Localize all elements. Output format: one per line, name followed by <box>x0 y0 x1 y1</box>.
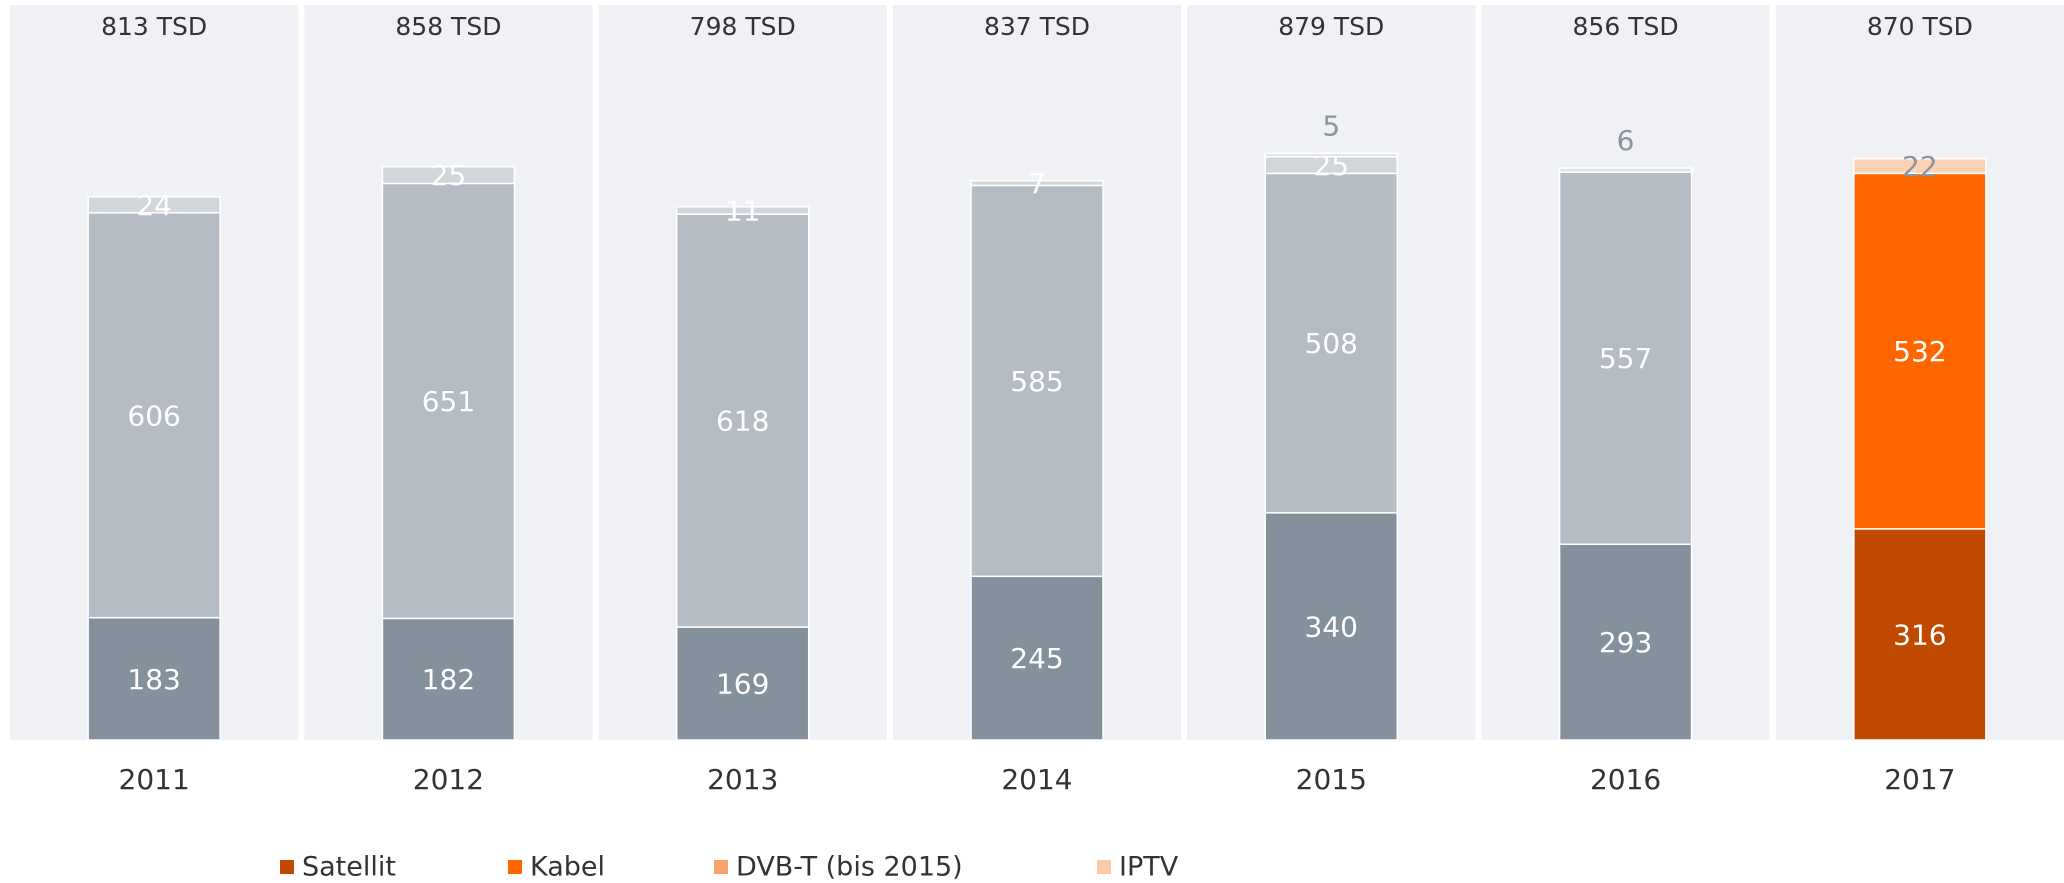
x-tick-label: 2012 <box>413 763 484 796</box>
bar-segment <box>1558 171 1693 545</box>
bar-segment <box>1558 543 1693 741</box>
value-label: 532 <box>1893 335 1946 368</box>
value-label: 6 <box>1617 124 1635 157</box>
bar-segment <box>1853 172 1987 530</box>
value-label: 508 <box>1305 327 1358 360</box>
value-label: 618 <box>716 405 769 438</box>
total-label: 813 TSD <box>101 12 207 41</box>
bar-segment <box>970 184 1104 578</box>
x-tick-label: 2011 <box>119 763 190 796</box>
bar-segment <box>1853 528 1987 741</box>
value-label: 182 <box>422 663 475 696</box>
value-label: 651 <box>422 385 475 418</box>
bar-segment <box>1853 157 1987 175</box>
bar-segment <box>970 575 1104 741</box>
legend-swatch <box>714 860 728 874</box>
bar-segment <box>675 213 810 628</box>
bar-segment <box>675 626 810 741</box>
value-label: 585 <box>1010 365 1063 398</box>
total-label: 856 TSD <box>1573 12 1679 41</box>
value-label: 11 <box>725 194 761 227</box>
x-tick-label: 2013 <box>707 763 778 796</box>
x-tick-label: 2015 <box>1296 763 1367 796</box>
value-label: 293 <box>1599 626 1652 659</box>
bar-segment <box>381 182 516 620</box>
bar-segment <box>87 616 221 741</box>
total-label: 879 TSD <box>1278 12 1384 41</box>
value-label: 245 <box>1010 642 1063 675</box>
value-label: 183 <box>127 663 180 696</box>
value-label: 340 <box>1305 610 1358 643</box>
value-label: 606 <box>127 399 180 432</box>
bar-segment <box>87 196 221 214</box>
x-tick-label: 2017 <box>1884 763 1955 796</box>
legend-swatch <box>508 860 522 874</box>
x-tick-label: 2014 <box>1001 763 1072 796</box>
total-label: 870 TSD <box>1867 12 1973 41</box>
legend-swatch <box>1097 860 1111 874</box>
legend-label: Satellit <box>302 852 396 883</box>
bar-segment <box>381 165 516 185</box>
bar-segment <box>1558 167 1693 173</box>
value-label: 25 <box>431 159 467 192</box>
value-label: 557 <box>1599 342 1652 375</box>
x-tick-label: 2016 <box>1590 763 1661 796</box>
value-label: 24 <box>136 189 172 222</box>
value-label: 316 <box>1893 618 1946 651</box>
legend-label: Kabel <box>530 852 605 883</box>
total-label: 858 TSD <box>395 12 501 41</box>
legend-label: IPTV <box>1119 852 1179 883</box>
bar-segment <box>381 617 516 741</box>
bar-segment <box>970 179 1104 187</box>
legend-swatch <box>280 860 294 874</box>
value-label: 22 <box>1902 150 1938 183</box>
total-label: 798 TSD <box>690 12 796 41</box>
bar-segment <box>1264 152 1399 158</box>
value-label: 7 <box>1028 167 1046 200</box>
value-label: 5 <box>1322 109 1340 142</box>
bar-segment <box>1264 512 1399 741</box>
bar-segment <box>675 206 810 215</box>
value-label: 169 <box>716 668 769 701</box>
legend-label: DVB-T (bis 2015) <box>736 852 963 883</box>
bar-segment <box>1264 172 1399 514</box>
total-label: 837 TSD <box>984 12 1090 41</box>
